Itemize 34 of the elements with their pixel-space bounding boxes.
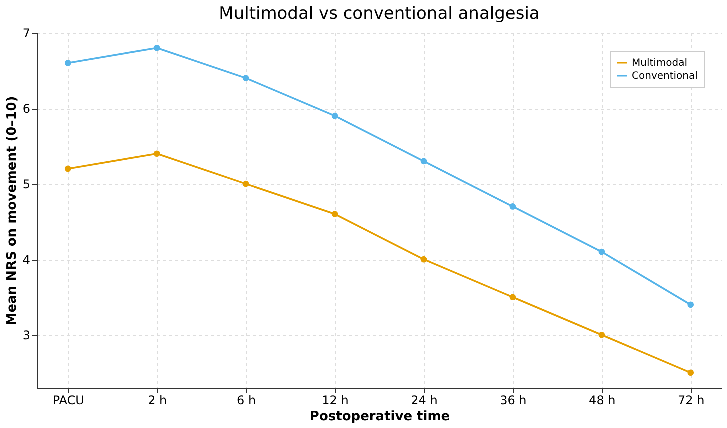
point bbox=[154, 44, 160, 52]
x-tick-label: 24 h bbox=[411, 394, 438, 408]
point bbox=[510, 294, 516, 301]
y-tick-label: 4 bbox=[22, 253, 30, 268]
point bbox=[242, 75, 250, 82]
point bbox=[64, 60, 72, 66]
point bbox=[242, 180, 250, 188]
x-tick-label: 36 h bbox=[500, 394, 527, 408]
chart-title: Multimodal vs conventional analgesia bbox=[219, 4, 540, 24]
x-tick-label: 72 h bbox=[678, 394, 705, 408]
point bbox=[688, 370, 694, 376]
point bbox=[598, 248, 606, 256]
y-tick-label: 3 bbox=[22, 328, 30, 343]
point bbox=[332, 112, 338, 120]
y-tick-label: 6 bbox=[22, 102, 30, 116]
point bbox=[420, 256, 428, 263]
point bbox=[420, 158, 428, 165]
point bbox=[510, 204, 516, 210]
y-tick-label: 7 bbox=[22, 26, 30, 40]
legend-label: Multimodal bbox=[632, 58, 688, 69]
x-tick-label: 2 h bbox=[148, 394, 168, 408]
point bbox=[64, 166, 72, 172]
legend-label: Conventional bbox=[632, 71, 698, 82]
x-tick-label: 12 h bbox=[322, 394, 349, 408]
point bbox=[154, 150, 160, 158]
point bbox=[332, 211, 338, 218]
y-axis-title: Mean NRS on movement (0–10) bbox=[4, 96, 20, 326]
point bbox=[598, 332, 606, 338]
y-tick-label: 5 bbox=[22, 178, 30, 192]
x-axis-title: Postoperative time bbox=[310, 410, 450, 424]
point bbox=[688, 302, 694, 308]
x-tick-label: PACU bbox=[52, 394, 84, 408]
x-tick-label: 6 h bbox=[237, 394, 256, 408]
x-tick-label: 48 h bbox=[589, 394, 616, 408]
